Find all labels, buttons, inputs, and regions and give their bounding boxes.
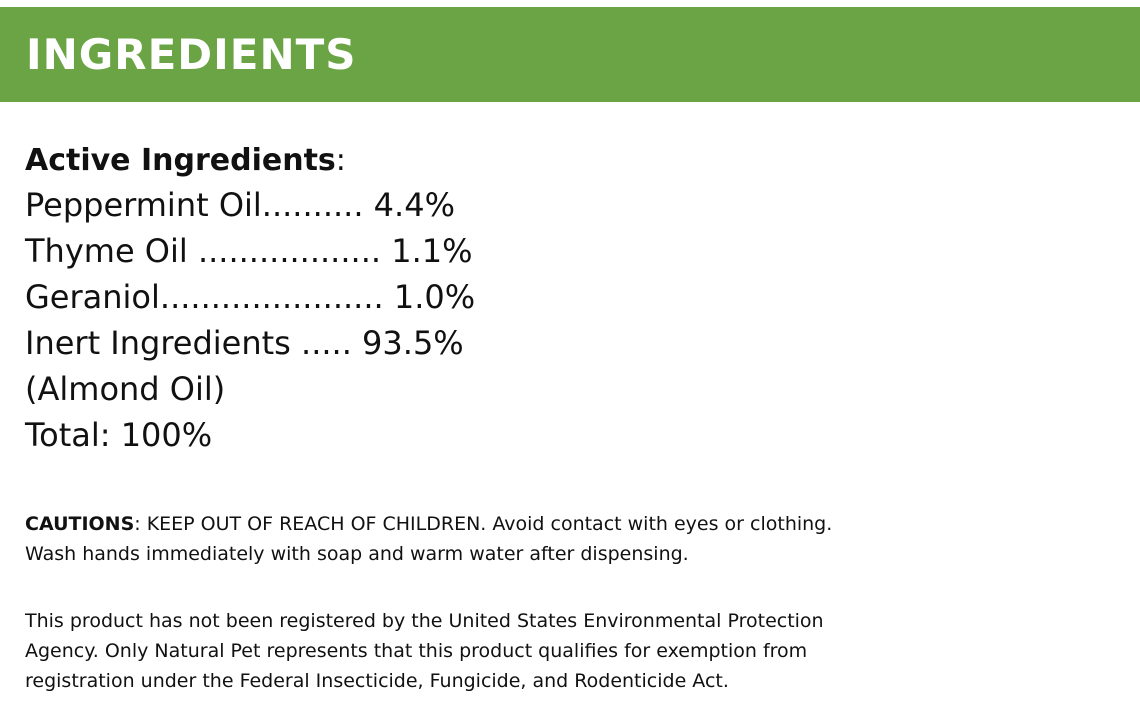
active-ingredients-section: Active Ingredients: Peppermint Oil......… [25, 140, 1115, 458]
cautions-text: : KEEP OUT OF REACH OF CHILDREN. Avoid c… [134, 513, 833, 535]
active-ingredients-heading-colon: : [335, 143, 346, 178]
ingredient-line-peppermint: Peppermint Oil.......... 4.4% [25, 186, 455, 224]
ingredient-line-total: Total: 100% [25, 416, 213, 454]
ingredient-line-geraniol: Geraniol...................... 1.0% [25, 278, 476, 316]
cautions-line-2: Wash hands immediately with soap and war… [25, 543, 689, 565]
ingredient-line-thyme: Thyme Oil .................. 1.1% [25, 232, 473, 270]
active-ingredients-heading: Active Ingredients: [25, 140, 1115, 182]
cautions-line-1: CAUTIONS: KEEP OUT OF REACH OF CHILDREN.… [25, 509, 1130, 539]
active-ingredients-heading-label: Active Ingredients [25, 143, 336, 178]
disclaimer-line-1: This product has not been registered by … [25, 610, 824, 632]
epa-disclaimer: This product has not been registered by … [25, 606, 1130, 696]
cautions-section: CAUTIONS: KEEP OUT OF REACH OF CHILDREN.… [25, 509, 1130, 569]
ingredient-line-almond-oil: (Almond Oil) [25, 370, 226, 408]
ingredients-banner: INGREDIENTS [0, 7, 1140, 102]
disclaimer-line-3: registration under the Federal Insectici… [25, 670, 729, 692]
ingredient-line-inert: Inert Ingredients ..... 93.5% [25, 324, 464, 362]
disclaimer-line-2: Agency. Only Natural Pet represents that… [25, 640, 808, 662]
cautions-label: CAUTIONS [25, 513, 135, 535]
banner-title: INGREDIENTS [26, 30, 357, 79]
